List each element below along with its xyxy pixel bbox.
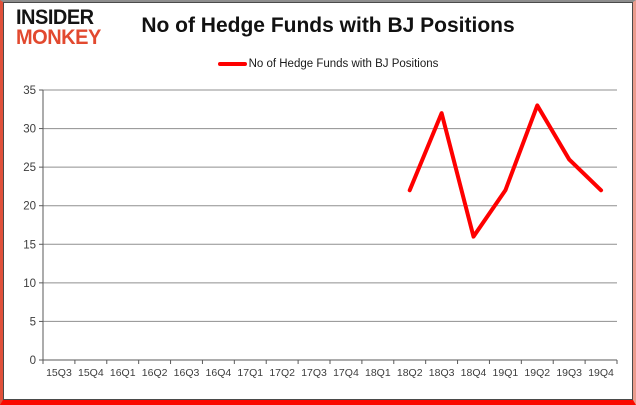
- chart-legend: No of Hedge Funds with BJ Positions: [33, 58, 623, 70]
- svg-text:17Q1: 17Q1: [237, 367, 263, 379]
- svg-text:30: 30: [23, 124, 36, 136]
- series-line: [407, 103, 604, 239]
- svg-text:18Q4: 18Q4: [461, 367, 487, 379]
- svg-text:17Q4: 17Q4: [333, 367, 359, 379]
- svg-text:17Q3: 17Q3: [301, 367, 327, 379]
- axis-ticks: [39, 89, 618, 364]
- svg-text:35: 35: [23, 85, 36, 97]
- y-gridlines: [43, 89, 617, 322]
- legend-label: No of Hedge Funds with BJ Positions: [248, 58, 439, 70]
- svg-text:19Q1: 19Q1: [493, 367, 519, 379]
- svg-text:25: 25: [23, 162, 36, 174]
- svg-text:19Q4: 19Q4: [588, 367, 614, 379]
- svg-text:20: 20: [23, 201, 36, 213]
- svg-text:16Q1: 16Q1: [110, 367, 136, 379]
- svg-text:18Q1: 18Q1: [365, 367, 391, 379]
- chart-svg: 0 5 10 15 20 25 30 35 15Q3 15Q4 16Q1 16Q2 16Q3 16Q4 17…: [23, 85, 618, 379]
- axes: [42, 90, 617, 361]
- svg-text:0: 0: [30, 355, 36, 367]
- x-axis-labels: 15Q3 15Q4 16Q1 16Q2 16Q3 16Q4 17Q1 17Q2 17Q3 17Q4…: [46, 367, 614, 379]
- legend-line-swatch: [217, 62, 247, 66]
- svg-text:5: 5: [30, 316, 36, 328]
- svg-text:15: 15: [23, 239, 36, 251]
- svg-text:15Q3: 15Q3: [46, 367, 72, 379]
- svg-text:16Q4: 16Q4: [206, 367, 232, 379]
- svg-text:19Q2: 19Q2: [524, 367, 550, 379]
- logo-line-insider: INSIDER: [16, 5, 94, 30]
- page-title: No of Hedge Funds with BJ Positions: [141, 14, 515, 37]
- svg-text:15Q4: 15Q4: [78, 367, 104, 379]
- insider-monkey-logo: INSIDER MONKEY: [16, 5, 101, 49]
- svg-text:18Q2: 18Q2: [397, 367, 423, 379]
- svg-text:16Q2: 16Q2: [142, 367, 168, 379]
- y-axis-labels: 0 5 10 15 20 25 30 35: [23, 85, 36, 367]
- svg-text:10: 10: [23, 278, 36, 290]
- svg-text:16Q3: 16Q3: [174, 367, 200, 379]
- svg-text:17Q2: 17Q2: [269, 367, 295, 379]
- logo-line-monkey: MONKEY: [16, 25, 101, 49]
- svg-text:19Q3: 19Q3: [556, 367, 582, 379]
- svg-text:18Q3: 18Q3: [429, 367, 455, 379]
